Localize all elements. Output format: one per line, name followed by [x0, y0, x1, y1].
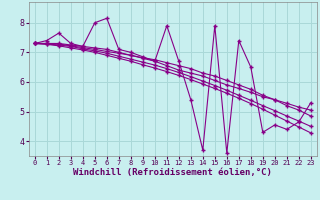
X-axis label: Windchill (Refroidissement éolien,°C): Windchill (Refroidissement éolien,°C)	[73, 168, 272, 177]
